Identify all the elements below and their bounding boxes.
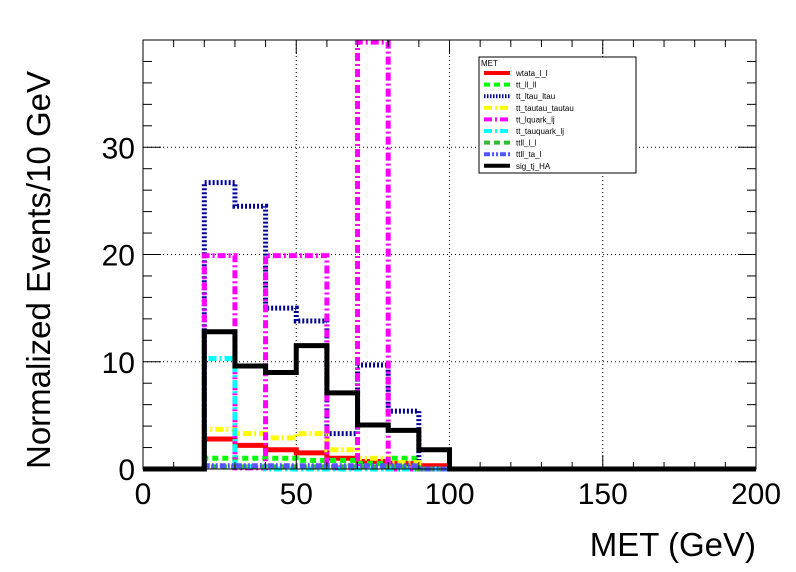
y-tick-label: 30 — [102, 132, 135, 165]
legend-label-wtata_l_l: wtata_l_l — [515, 69, 548, 78]
y-axis-title: Normalized Events/10 GeV — [20, 71, 57, 469]
y-tick-label: 0 — [118, 454, 135, 487]
legend-label-ttll_l_l: ttll_l_l — [516, 139, 537, 148]
axis-ticks — [142, 39, 757, 470]
x-tick-label: 200 — [731, 478, 781, 511]
y-tick-label: 20 — [102, 240, 135, 273]
x-axis-title: MET (GeV) — [590, 526, 756, 563]
series-line-tt_ltau_ltau — [143, 180, 756, 472]
legend-title: MET — [481, 59, 498, 68]
x-tick-label: 50 — [280, 478, 313, 511]
legend-label-tt_ll_ll: tt_ll_ll — [516, 81, 537, 90]
series-line-tt_tautau_tautau — [143, 426, 756, 472]
legend-label-tt_tautau_tautau: tt_tautau_tautau — [516, 104, 574, 113]
legend-label-ttll_ta_l: ttll_ta_l — [516, 150, 542, 159]
legend-label-tt_lquark_lj: tt_lquark_lj — [516, 115, 555, 124]
x-tick-label: 150 — [578, 478, 628, 511]
legend-label-sig_tj_HA: sig_tj_HA — [516, 162, 551, 171]
legend: MET wtata_l_l tt_ll_ll tt_ltau_ltau tt_taut… — [478, 56, 637, 174]
x-tick-label: 0 — [135, 478, 152, 511]
legend-label-tt_tauquark_lj: tt_tauquark_lj — [516, 127, 564, 136]
legend-entries: wtata_l_l tt_ll_ll tt_ltau_ltau tt_tautau_t… — [484, 69, 574, 171]
tick-labels: 0 50 100 150 200 0 10 20 30 — [102, 132, 781, 511]
y-tick-label: 10 — [102, 347, 135, 380]
series-line-sig_tj_HA — [143, 329, 756, 472]
legend-label-tt_ltau_ltau: tt_ltau_ltau — [516, 92, 555, 101]
series-line-tt_lquark_lj — [143, 39, 756, 472]
x-tick-label: 100 — [424, 478, 474, 511]
series-layer — [143, 39, 756, 472]
series-line-tt_ll_ll — [143, 455, 756, 472]
